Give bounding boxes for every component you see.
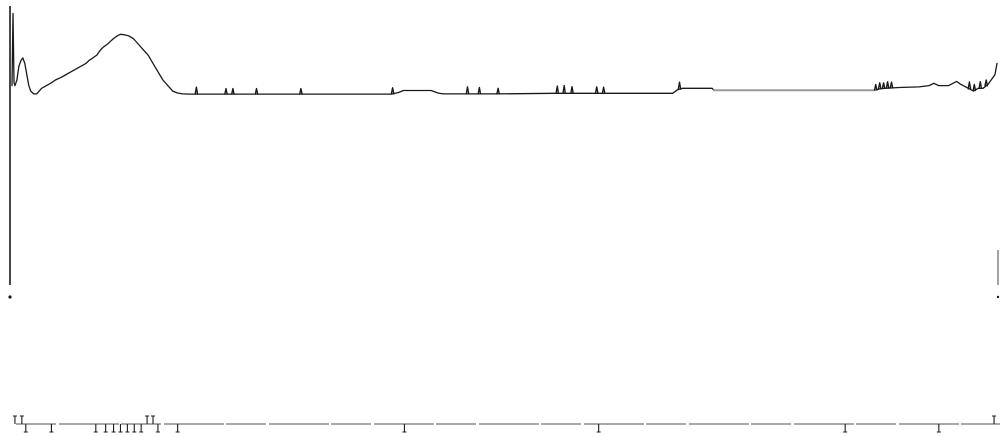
axes-layer	[8, 6, 1000, 299]
peaks-layer	[194, 79, 989, 95]
peak-mark	[570, 86, 574, 94]
peak-mark	[889, 81, 894, 89]
peak-mark	[390, 87, 395, 95]
peak-mark	[477, 86, 482, 95]
peak-mark	[496, 87, 500, 95]
peak-mark	[881, 82, 886, 90]
trace-layer	[11, 12, 998, 95]
peak-mark	[194, 86, 199, 95]
peak-mark	[555, 85, 560, 94]
signal-trace	[11, 12, 998, 95]
peak-mark	[972, 83, 977, 92]
peak-mark	[873, 83, 878, 91]
peak-mark	[877, 82, 882, 90]
peak-mark	[978, 81, 983, 89]
peak-mark	[254, 87, 259, 95]
peak-mark	[224, 87, 228, 95]
peak-mark	[299, 87, 303, 95]
peak-mark	[594, 86, 599, 94]
peak-mark	[885, 81, 890, 89]
peak-mark	[231, 87, 235, 95]
peak-mark	[984, 79, 989, 87]
peak-mark	[601, 86, 606, 94]
right-axis-dot	[996, 295, 1000, 299]
peak-mark	[465, 86, 470, 95]
events-layer	[12, 415, 1000, 433]
peak-mark	[967, 81, 972, 90]
peak-mark	[562, 84, 566, 94]
left-axis-dot	[8, 295, 12, 299]
peak-mark	[677, 81, 682, 90]
